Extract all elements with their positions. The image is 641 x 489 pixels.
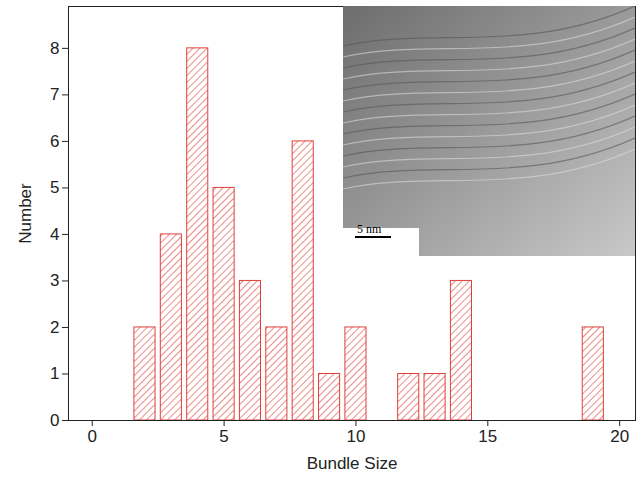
- svg-text:0: 0: [50, 411, 59, 430]
- svg-text:20: 20: [610, 427, 629, 446]
- svg-text:10: 10: [346, 427, 365, 446]
- svg-text:5: 5: [50, 178, 59, 197]
- svg-text:0: 0: [88, 427, 97, 446]
- svg-text:Bundle Size: Bundle Size: [307, 454, 398, 473]
- svg-text:3: 3: [50, 271, 59, 290]
- svg-text:8: 8: [50, 39, 59, 58]
- svg-text:1: 1: [50, 364, 59, 383]
- svg-text:4: 4: [50, 225, 59, 244]
- svg-text:6: 6: [50, 132, 59, 151]
- svg-text:5 nm: 5 nm: [357, 222, 382, 236]
- svg-text:2: 2: [50, 318, 59, 337]
- svg-text:5: 5: [219, 427, 228, 446]
- svg-text:7: 7: [50, 85, 59, 104]
- svg-text:Number: Number: [16, 183, 35, 244]
- svg-text:15: 15: [478, 427, 497, 446]
